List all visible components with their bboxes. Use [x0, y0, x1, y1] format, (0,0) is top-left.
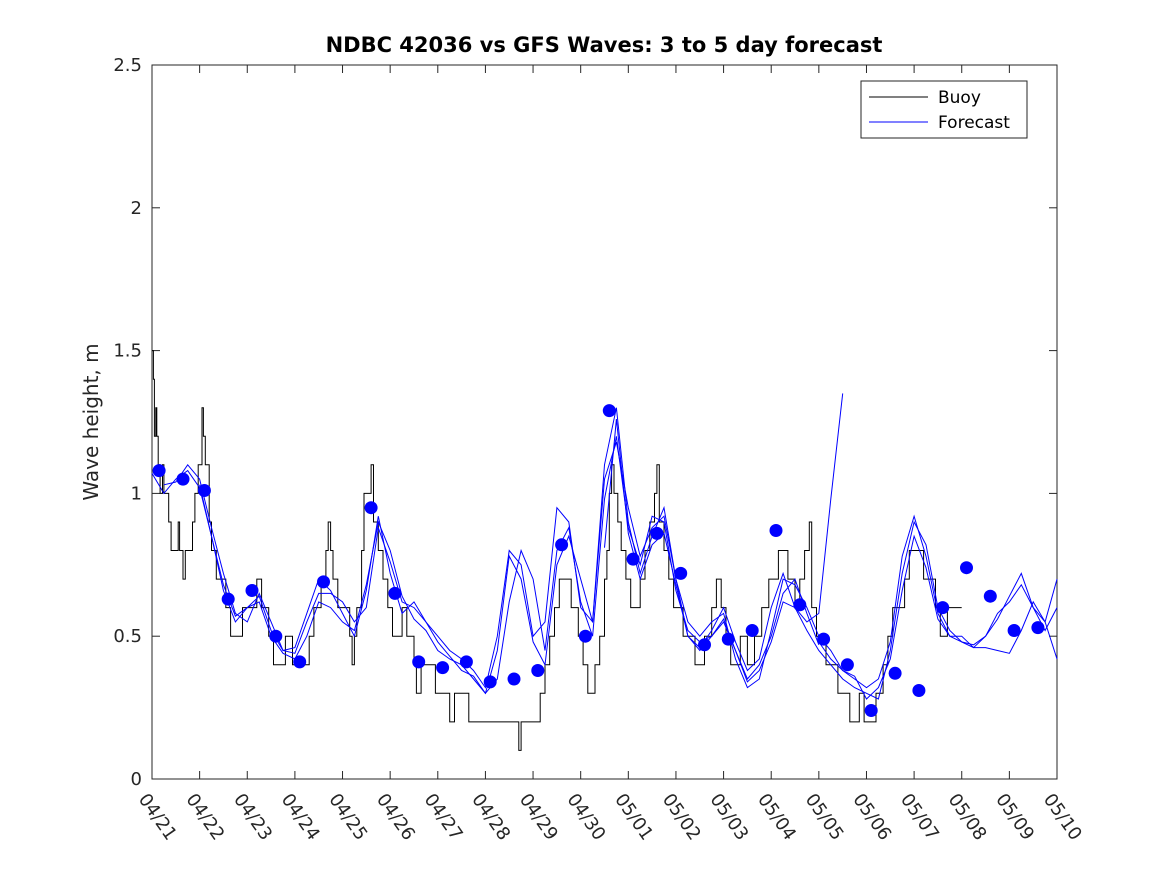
forecast-point — [197, 484, 211, 497]
legend-buoy-label: Buoy — [938, 88, 981, 108]
forecast-point — [555, 538, 569, 552]
forecast-point — [578, 629, 592, 643]
forecast-point — [912, 684, 926, 697]
forecast-point — [698, 638, 711, 652]
legend-box — [860, 80, 1028, 139]
forecast-point — [507, 672, 521, 686]
forecast-point — [864, 704, 878, 717]
forecast-point — [721, 632, 735, 646]
forecast-point — [674, 566, 688, 580]
forecast-point — [983, 589, 997, 603]
y-tick-label: 2 — [131, 198, 142, 219]
forecast-point — [152, 464, 166, 478]
forecast-point — [317, 575, 330, 589]
forecast-point — [483, 675, 497, 689]
y-axis-label: Wave height, m — [79, 343, 103, 500]
plot-area — [151, 64, 1058, 780]
forecast-point — [221, 592, 235, 606]
forecast-point — [793, 598, 807, 612]
y-tick-label: 1.5 — [113, 341, 142, 362]
chart-title: NDBC 42036 vs GFS Waves: 3 to 5 day fore… — [326, 33, 883, 57]
forecast-point — [745, 624, 759, 637]
forecast-point — [1007, 624, 1021, 637]
plot-frame — [151, 64, 1058, 780]
forecast-point — [245, 584, 259, 597]
forecast-point — [269, 629, 283, 643]
forecast-point — [650, 526, 664, 540]
forecast-line-3 — [199, 393, 844, 695]
forecast-point — [960, 561, 973, 575]
legend-forecast-label: Forecast — [938, 113, 1010, 133]
forecast-point — [388, 586, 402, 600]
forecast-point — [459, 655, 473, 669]
y-tick-label: 1 — [131, 483, 142, 504]
y-axis: 0 0.5 1 1.5 2 2.5 — [113, 55, 1057, 790]
forecast-point — [531, 664, 545, 677]
forecast-point — [364, 501, 378, 515]
y-tick-label: 2.5 — [113, 55, 142, 76]
forecast-point — [626, 552, 640, 566]
forecast-point — [602, 404, 616, 418]
forecast-point — [817, 632, 831, 646]
forecast-point — [436, 661, 450, 675]
forecast-point — [412, 655, 426, 669]
forecast-point — [176, 472, 190, 486]
forecast-markers — [152, 404, 1045, 717]
forecast-point — [1031, 621, 1045, 635]
y-tick-label: 0.5 — [113, 626, 142, 647]
forecast-point — [769, 524, 783, 537]
forecast-line-4 — [604, 419, 1058, 700]
forecast-point — [840, 658, 854, 672]
legend: Buoy Forecast — [860, 80, 1028, 139]
forecast-line-5 — [818, 534, 1058, 700]
forecast-point — [888, 666, 902, 680]
forecast-series — [151, 393, 1058, 700]
forecast-point — [936, 601, 950, 615]
forecast-point — [293, 655, 307, 669]
y-tick-label: 0 — [131, 769, 142, 790]
forecast-line-2 — [163, 407, 1058, 689]
